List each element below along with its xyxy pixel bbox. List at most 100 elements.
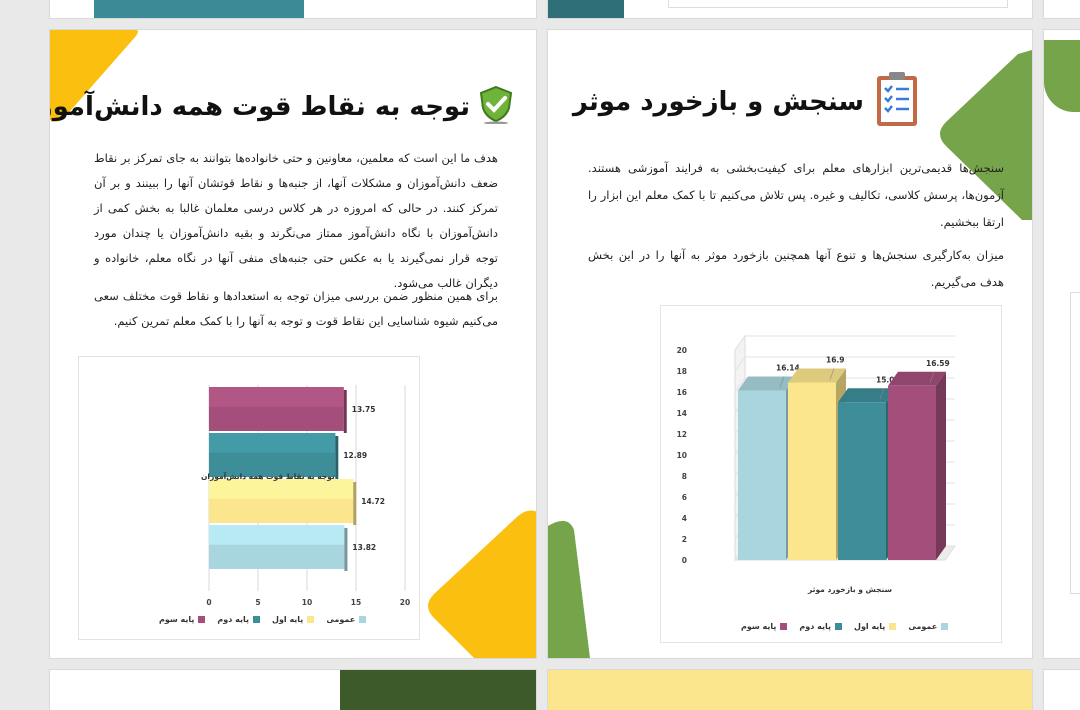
bar-group [738,376,796,560]
legend-swatch [307,616,315,623]
x-tick-label: 10 [302,598,312,607]
bar-side [343,390,347,433]
leader-line [779,376,785,388]
shield-check-icon [476,84,516,131]
yellow-decor [548,670,1032,710]
legend-swatch [359,616,367,623]
bar-front [788,382,836,560]
bar-highlight [209,387,344,407]
x-axis-label: سنجش و بازخورد موثر [807,585,892,594]
paragraph-1: سنجش‌ها قدیمی‌ترین ابزارهای معلم برای کی… [588,161,1004,229]
data-label: 16.14 [776,364,800,373]
dark-green-decor [340,670,536,710]
legend-label: عمومی [908,622,938,631]
green-decor [1044,40,1080,112]
slide-thumbnail-strengths[interactable]: توجه به نقاط قوت همه دانش‌آموزان هدف ما … [50,30,536,658]
legend-swatch [835,623,842,630]
x-tick-label: 15 [351,598,361,607]
y-tick-label: 6 [682,493,687,502]
title-text: سنجش و بازخورد موثر [572,87,864,117]
leader-line [879,388,885,400]
paragraph-1: هدف ما این است که معلمین، معاونین و حتی … [94,151,498,290]
legend-label: پایه سوم [159,615,195,624]
bar-group [838,388,896,560]
horizontal-bar-chart: 0 5 10 15 20 13.75 12.89 14.72 13.82 توجه به نقاط… [201,385,410,607]
leader-line [829,368,835,380]
legend-swatch [198,616,206,623]
bar-group [209,433,339,479]
gridline [734,335,746,351]
chart-strengths: 0 5 10 15 20 13.75 12.89 14.72 13.82 توجه به نقاط… [78,356,420,640]
text-box [1070,292,1080,594]
page-title: توجه به نقاط قوت همه دانش‌آموزان [50,84,516,131]
legend-label: پایه اول [854,622,886,631]
yellow-diamond-decor [428,510,536,658]
bar-front [838,402,886,560]
legend-label: پایه اول [272,615,304,624]
title-text: توجه به نقاط قوت همه دانش‌آموزان [50,92,470,122]
x-tick-label: 5 [255,598,260,607]
legend-label: پایه دوم [799,622,831,631]
bar-top [838,388,896,403]
leader-line [929,371,935,383]
bar-highlight [209,433,336,453]
green-diamond-decor [940,50,1032,220]
slide-thumbnail-bottom-right[interactable] [548,670,1032,710]
data-label: 15.02 [876,375,900,384]
legend-swatch [780,623,788,630]
slide-thumbnail-top-right[interactable] [548,0,1032,18]
bar-top [738,376,796,391]
paragraph-2: میزان به‌کارگیری سنجش‌ها و تنوع آنها همچ… [588,248,1004,289]
bar-group [888,371,946,560]
legend-swatch [889,623,897,630]
y-tick-label: 4 [682,514,687,523]
slide-thumbnail-top-edge[interactable] [1044,0,1080,18]
legend-swatch [941,623,949,630]
teal-decor [548,0,624,18]
legend-item: پایه دوم [217,615,260,624]
bar-group [788,368,846,560]
legend-item: پایه سوم [741,622,788,631]
chart-legend: عمومی پایه اول پایه دوم پایه سوم [741,622,949,631]
bar-highlight [209,479,354,499]
legend-item: پایه سوم [159,615,206,624]
data-label: 14.72 [361,497,385,506]
y-tick-label: 16 [677,388,687,397]
paragraph-2: برای همین منظور ضمن بررسی میزان توجه به … [94,289,498,328]
slide-thumbnail-top-left[interactable] [50,0,536,18]
green-shape-decor [548,520,590,658]
data-label: 13.82 [352,543,376,552]
slide-thumbnail-edge[interactable] [1044,30,1080,658]
teal-decor [94,0,304,18]
data-label: 12.89 [343,451,367,460]
bar-front [738,390,786,560]
slide-thumbnail-assessment[interactable]: سنجش و بازخورد موثر سنجش‌ها قدیمی‌ترین ا… [548,30,1032,658]
slide-thumbnail-bottom-left[interactable] [50,670,536,710]
bar-group [209,525,348,571]
chart-legend: عمومی پایه اول پایه دوم پایه سوم [159,615,367,624]
data-label: 13.75 [352,405,376,414]
legend-item: عمومی [326,615,367,624]
chart-assessment: 0 2 4 6 8 10 12 14 16 18 20 16.14 16.9 15.02 16.59 سنجش… [660,305,1002,643]
category-label: توجه به نقاط قوت همه دانش‌آموزان [201,471,335,481]
legend-item: پایه اول [272,615,315,624]
bar-highlight [209,525,345,545]
bar-front [888,385,936,560]
legend-label: عمومی [326,615,356,624]
bar-side [344,528,348,571]
y-tick-label: 12 [677,430,687,439]
legend-item: عمومی [908,622,949,631]
data-label: 16.9 [826,356,845,365]
legend-swatch [253,616,260,623]
y-tick-label: 10 [677,451,687,460]
y-tick-label: 14 [677,409,687,418]
clipboard-checklist-icon [874,70,920,135]
bar-group [209,479,357,525]
x-tick-label: 0 [206,598,211,607]
y-tick-label: 0 [682,556,687,565]
vertical-bar-chart-3d: 0 2 4 6 8 10 12 14 16 18 20 16.14 16.9 15.02 16.59 سنجش… [677,334,956,594]
slide-thumbnail-bottom-edge[interactable] [1044,670,1080,710]
bar-top [788,368,846,383]
y-tick-label: 8 [682,472,687,481]
bar-top [888,371,946,386]
